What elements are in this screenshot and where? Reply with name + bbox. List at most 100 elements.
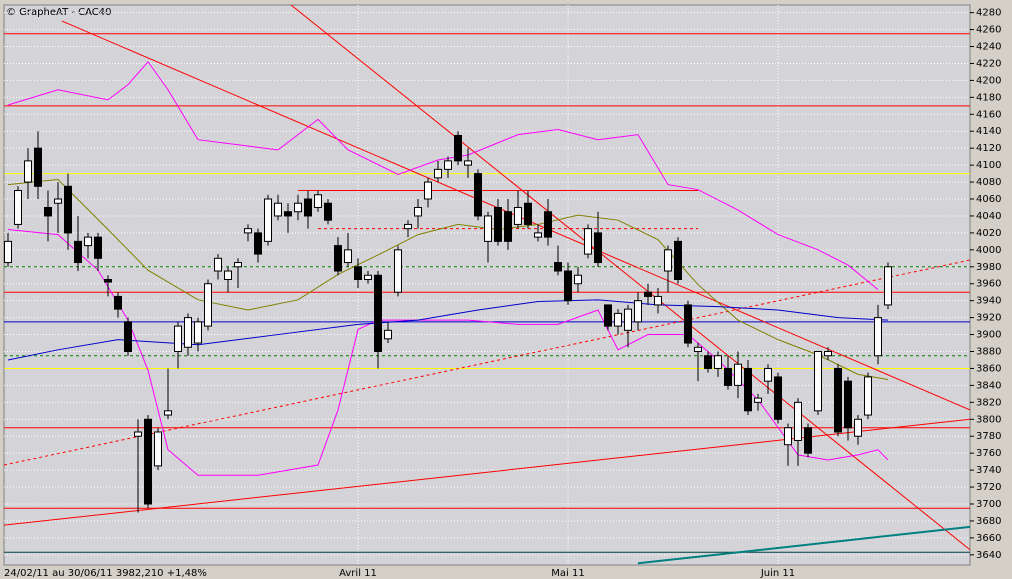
- candle-body: [274, 202, 282, 217]
- candle-body: [254, 232, 262, 255]
- candle-body: [314, 194, 322, 208]
- candle-body: [624, 308, 632, 331]
- x-tick-label: Juin 11: [760, 568, 795, 579]
- y-tick-label: 3960: [976, 279, 1001, 290]
- y-tick-label: 3700: [976, 499, 1001, 510]
- candle-body: [664, 249, 672, 272]
- candle-body: [284, 211, 292, 217]
- y-tick-label: 4140: [976, 126, 1001, 137]
- candle-body: [124, 321, 132, 353]
- y-tick-label: 4040: [976, 211, 1001, 222]
- candle-body: [434, 168, 442, 179]
- candle-body: [264, 198, 272, 242]
- y-tick-label: 4060: [976, 194, 1001, 205]
- candle-body: [784, 427, 792, 446]
- candle-body: [404, 223, 412, 230]
- candle-body: [514, 206, 522, 225]
- y-tick-label: 4200: [976, 75, 1001, 86]
- candle-body: [504, 211, 512, 242]
- candle-body: [64, 185, 72, 234]
- y-tick-label: 4080: [976, 177, 1001, 188]
- y-tick-label: 3920: [976, 313, 1001, 324]
- candle-body: [654, 295, 662, 306]
- candle-body: [414, 206, 422, 217]
- y-tick-label: 3760: [976, 448, 1001, 459]
- candle-body: [484, 215, 492, 242]
- y-tick-label: 4240: [976, 42, 1001, 53]
- candle-body: [804, 427, 812, 454]
- candle-body: [364, 274, 372, 280]
- candle-body: [354, 266, 362, 280]
- candle-body: [524, 202, 532, 225]
- candle-body: [494, 206, 502, 242]
- y-tick-label: 4260: [976, 25, 1001, 36]
- candle-body: [244, 228, 252, 234]
- x-tick-label: Avril 11: [339, 568, 377, 579]
- y-tick-label: 3720: [976, 482, 1001, 493]
- candle-body: [814, 351, 822, 412]
- footer: 24/02/11 au 30/06/11 3982,210 +1,48%: [4, 568, 207, 579]
- candle-body: [684, 304, 692, 344]
- y-tick-label: 3640: [976, 550, 1001, 561]
- candle-body: [214, 257, 222, 272]
- candle-body: [324, 202, 332, 221]
- y-tick-label: 4280: [976, 8, 1001, 19]
- candle-body: [744, 367, 752, 412]
- y-tick-label: 3740: [976, 465, 1001, 476]
- candle-body: [144, 418, 152, 505]
- candle-body: [344, 249, 352, 264]
- trend-line: [290, 5, 970, 551]
- candle-body: [764, 367, 772, 382]
- y-tick-label: 3820: [976, 397, 1001, 408]
- candle-body: [734, 363, 742, 386]
- candle-body: [114, 295, 122, 310]
- y-tick-label: 3860: [976, 363, 1001, 374]
- y-tick-label: 4100: [976, 160, 1001, 171]
- y-tick-label: 3940: [976, 296, 1001, 307]
- candle-body: [374, 274, 382, 353]
- candle-body: [164, 410, 172, 416]
- candle-body: [724, 367, 732, 386]
- candle-body: [444, 160, 452, 170]
- candle-body: [304, 198, 312, 217]
- candle-body: [44, 206, 52, 217]
- candle-body: [874, 317, 882, 357]
- candle-body: [564, 270, 572, 302]
- candle-body: [544, 211, 552, 238]
- candle-body: [644, 291, 652, 297]
- candle-body: [614, 312, 622, 327]
- candle-body: [464, 160, 472, 166]
- y-tick-label: 4020: [976, 228, 1001, 239]
- y-tick-label: 4180: [976, 92, 1001, 103]
- candle-body: [34, 147, 42, 187]
- candle-body: [474, 173, 482, 217]
- candle-body: [674, 240, 682, 280]
- candle-body: [4, 240, 12, 264]
- candle-body: [754, 397, 762, 403]
- trend-line: [637, 525, 970, 565]
- candle-body: [634, 300, 642, 323]
- candle-body: [84, 236, 92, 247]
- candle-body: [134, 431, 142, 437]
- candle-body: [704, 355, 712, 369]
- candle-body: [94, 236, 102, 259]
- candle-body: [334, 245, 342, 272]
- candle-body: [694, 346, 702, 353]
- candle-body: [294, 202, 302, 213]
- y-tick-label: 4220: [976, 58, 1001, 69]
- indicator-line: [7, 179, 889, 380]
- indicator-line: [7, 60, 879, 291]
- y-tick-label: 3780: [976, 431, 1001, 442]
- candle-body: [844, 380, 852, 429]
- y-tick-label: 3800: [976, 414, 1001, 425]
- candle-body: [224, 270, 232, 280]
- candle-body: [594, 232, 602, 264]
- plot: [4, 5, 970, 565]
- candle-body: [714, 355, 722, 369]
- y-tick-label: 3880: [976, 347, 1001, 358]
- candle-body: [394, 249, 402, 293]
- y-tick-label: 3660: [976, 533, 1001, 544]
- y-tick-label: 4000: [976, 245, 1001, 256]
- candle-body: [174, 325, 182, 353]
